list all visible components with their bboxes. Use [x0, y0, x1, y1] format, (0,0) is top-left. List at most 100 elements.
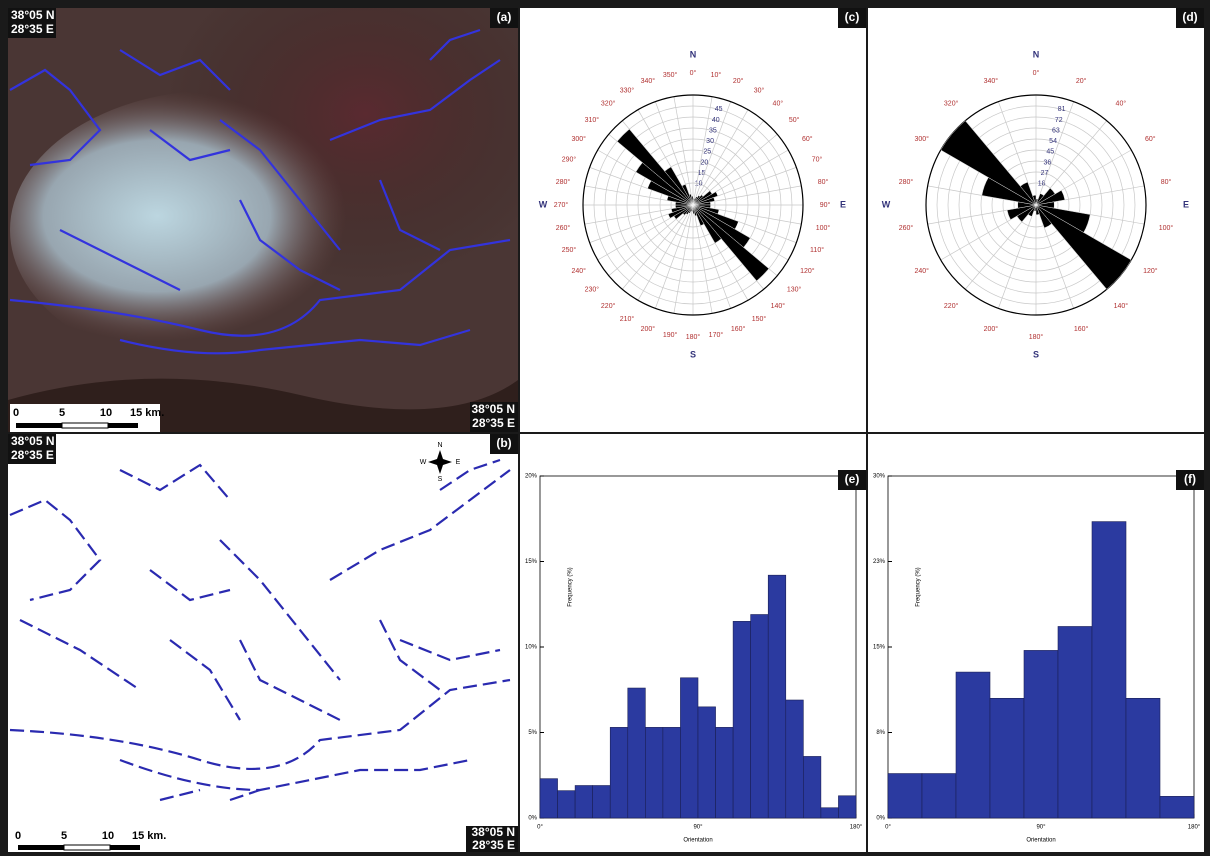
- grid-spoke: [692, 101, 731, 206]
- theta-tick-label: 20°: [1076, 77, 1087, 85]
- r-tick-label: 35: [709, 127, 717, 134]
- coord-box: [8, 8, 56, 38]
- label-box: [1176, 470, 1204, 490]
- coord-lat: 38°05 N: [472, 402, 516, 416]
- petal: [667, 204, 694, 219]
- scale-label: 15 km.: [130, 407, 164, 419]
- petal: [1035, 204, 1132, 290]
- direction-label: E: [1183, 199, 1189, 209]
- petal: [692, 197, 715, 206]
- panel-label: (c): [845, 10, 860, 24]
- grid-spoke: [692, 109, 749, 206]
- y-tick-label: 0%: [876, 816, 885, 822]
- x-axis-label: Orientation: [1026, 838, 1055, 844]
- r-tick-label: 10: [695, 181, 703, 188]
- direction-label: N: [1033, 49, 1040, 59]
- bar: [1023, 650, 1059, 819]
- theta-tick-label: 10°: [711, 71, 722, 79]
- x-tick-label: 0°: [537, 825, 543, 831]
- y-axis-label: Frequency (%): [568, 567, 574, 606]
- charts: 10 15 20 25 30 35 40 45 0° 10° 20° 30° 40° 50° 60° 70° 8…: [520, 8, 1204, 852]
- direction-label: S: [1033, 349, 1039, 359]
- scale-bar: [18, 845, 64, 850]
- r-tick-label: 18: [1038, 181, 1046, 188]
- r-tick-label: 54: [1049, 138, 1057, 145]
- theta-tick-label: 280°: [556, 178, 571, 186]
- grid-spoke: [622, 204, 694, 290]
- y-tick-label: 0%: [528, 816, 537, 822]
- theta-tick-label: 200°: [984, 325, 999, 333]
- theta-tick-label: 340°: [641, 77, 656, 85]
- grid-spoke: [692, 204, 713, 314]
- coord-box: [8, 434, 56, 464]
- petal: [616, 128, 694, 206]
- grid-spoke: [637, 204, 694, 301]
- coord-lon: 28°35 E: [11, 448, 54, 462]
- bar: [645, 727, 664, 819]
- petal: [692, 204, 698, 217]
- bar: [539, 778, 558, 819]
- theta-tick-label: 290°: [562, 156, 577, 164]
- r-tick-label: 40: [712, 117, 720, 124]
- panel-label: (e): [845, 472, 860, 486]
- theta-tick-label: 50°: [789, 116, 800, 124]
- y-tick-label: 23%: [873, 559, 886, 565]
- panel-a: 38°05 N 28°35 E 38°05 N 28°35 E (a) 0 5 …: [8, 8, 518, 432]
- panel-label: (a): [497, 10, 512, 24]
- theta-tick-label: 170°: [709, 331, 724, 339]
- x-axis-label: Orientation: [683, 838, 712, 844]
- scale-bar: [63, 844, 111, 851]
- theta-tick-label: 30°: [754, 87, 765, 95]
- theta-tick-label: 320°: [944, 100, 959, 108]
- petal: [692, 204, 705, 226]
- theta-tick-label: 80°: [1161, 178, 1172, 186]
- theta-tick-label: 80°: [818, 178, 829, 186]
- panel-label: (d): [1182, 10, 1197, 24]
- r-tick-label: 30: [706, 138, 714, 145]
- panel-b: N W E S 38°05 N 28°35 E 38°05 N 28°35 E …: [8, 434, 518, 852]
- petal: [692, 204, 770, 282]
- theta-tick-label: 350°: [663, 71, 678, 79]
- y-tick-label: 8%: [876, 730, 885, 736]
- direction-label: N: [690, 49, 697, 59]
- petal: [1020, 181, 1037, 206]
- theta-tick-label: 220°: [944, 302, 959, 310]
- coord-box: [470, 402, 518, 432]
- bar: [887, 773, 923, 819]
- x-tick-label: 90°: [1036, 825, 1046, 831]
- x-tick-label: 90°: [693, 825, 703, 831]
- compass-label: W: [420, 459, 427, 466]
- lineament-map: [8, 434, 518, 852]
- bar: [1057, 626, 1093, 819]
- scale-bar: [16, 423, 62, 428]
- bar: [680, 677, 699, 819]
- r-tick-label: 27: [1041, 170, 1049, 177]
- theta-tick-label: 140°: [771, 302, 786, 310]
- theta-tick-label: 0°: [1033, 69, 1040, 77]
- y-axis-label: Frequency (%): [916, 567, 922, 606]
- bar: [989, 697, 1025, 819]
- theta-tick-label: 100°: [1159, 224, 1174, 232]
- theta-tick-label: 180°: [686, 333, 701, 341]
- bar: [715, 727, 734, 819]
- scale-bar: [108, 423, 138, 428]
- label-box: [838, 8, 866, 28]
- coord-lat: 38°05 N: [472, 825, 516, 839]
- compass-label: E: [456, 459, 461, 466]
- panel-label: (b): [496, 436, 511, 450]
- bar: [921, 773, 957, 819]
- theta-tick-label: 150°: [752, 315, 767, 323]
- lineaments: [9, 28, 511, 355]
- petal: [1032, 195, 1037, 206]
- direction-label: S: [690, 349, 696, 359]
- petal: [664, 166, 694, 206]
- r-tick-label: 25: [703, 149, 711, 156]
- theta-tick-label: 320°: [601, 100, 616, 108]
- y-tick-label: 15%: [873, 645, 886, 651]
- theta-tick-label: 240°: [571, 267, 586, 275]
- theta-tick-label: 280°: [899, 178, 914, 186]
- theta-tick-label: 270°: [554, 201, 569, 209]
- theta-tick-label: 90°: [820, 201, 831, 209]
- petal: [681, 184, 694, 206]
